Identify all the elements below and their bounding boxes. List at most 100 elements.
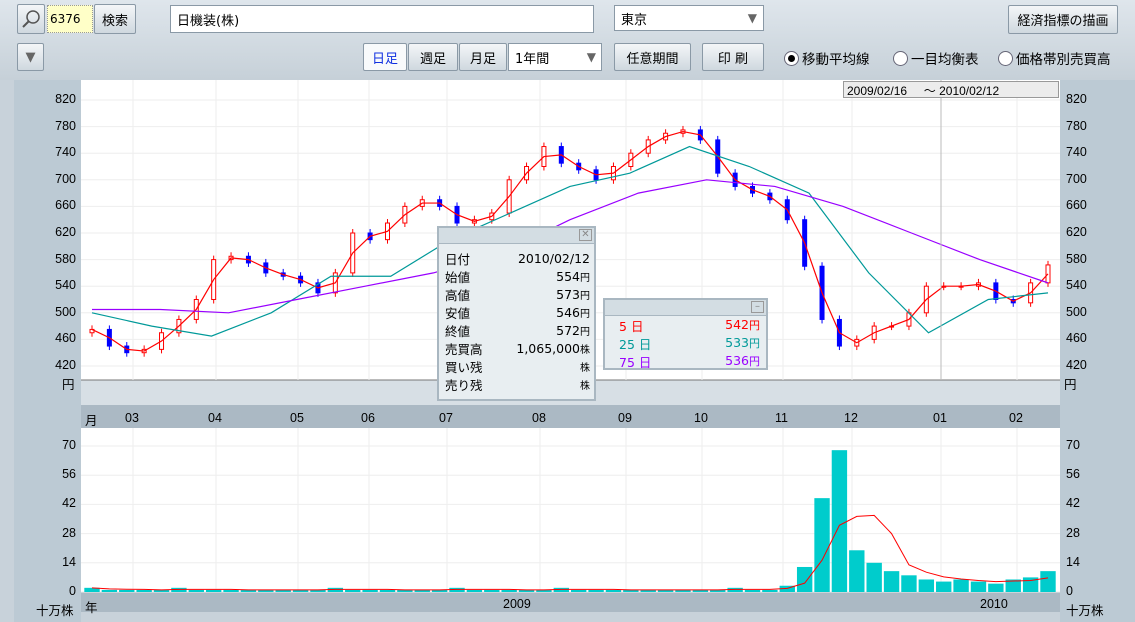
month-tick-label: 06 (361, 411, 375, 425)
volume-bar (866, 562, 882, 592)
month-tick-label: 02 (1009, 411, 1023, 425)
price-unit-right: 円 (1064, 378, 1077, 392)
range-value: 1年間 (515, 51, 550, 67)
volume-bar (258, 589, 274, 592)
ma-value: 536 (725, 353, 749, 368)
volume-bar (588, 589, 604, 592)
info-key: 売買高 (445, 341, 483, 357)
volume-bar (657, 589, 674, 592)
price-tick-left: 700 (55, 171, 76, 186)
search-icon-button[interactable] (17, 4, 45, 34)
price-tick-left: 500 (55, 304, 76, 319)
info-value: 1,065,000 (516, 340, 580, 356)
volume-tick-right: 14 (1066, 554, 1080, 569)
price-tick-right: 500 (1066, 304, 1087, 319)
volume-unit-left: 十万株 (36, 604, 74, 618)
radio-moving-average[interactable]: 移動平均線 (784, 48, 870, 68)
volume-tick-right: 42 (1066, 496, 1080, 511)
radio-label: 移動平均線 (802, 52, 870, 68)
volume-bar (762, 589, 778, 592)
radio-ichimoku[interactable]: 一目均衡表 (893, 48, 979, 68)
triangle-down-icon: ▼ (25, 49, 36, 65)
volume-bar (779, 585, 795, 592)
price-tick-left: 540 (55, 278, 76, 293)
range-sep: ～ (923, 84, 936, 98)
radio-circle (998, 50, 1013, 66)
volume-bar (953, 579, 969, 592)
volume-bar (119, 589, 135, 592)
volume-bar (744, 589, 761, 592)
volume-bar (153, 589, 170, 592)
volume-bar (136, 589, 152, 592)
stock-code-input[interactable]: 6376 (47, 5, 93, 33)
ma-yen: 円 (749, 337, 760, 350)
market-value: 東京 (621, 12, 648, 28)
ma-row: 25 日 533円 (605, 334, 766, 352)
company-name-field[interactable]: 日機装(株) (170, 5, 594, 33)
volume-bar (988, 583, 1004, 592)
info-unit: 円 (580, 326, 590, 338)
ma-row: 5 日 542円 (605, 316, 766, 334)
chevron-down-icon: ▼ (586, 50, 596, 64)
info-unit: 円 (580, 290, 590, 302)
price-tick-left: 660 (55, 198, 76, 213)
price-tick-right: 620 (1066, 225, 1087, 239)
menu-dropdown-button[interactable]: ▼ (17, 43, 44, 71)
volume-bar (623, 589, 639, 592)
volume-tick-left: 70 (62, 438, 76, 452)
volume-bar (831, 450, 848, 592)
info-value: 2010/02/12 (517, 250, 590, 266)
volume-bar (571, 589, 587, 592)
range-select[interactable]: 1年間 ▼ (508, 43, 602, 71)
econ-indicator-button[interactable]: 経済指標の描画 (1008, 5, 1118, 34)
volume-bar (536, 589, 552, 592)
volume-bar (449, 587, 465, 592)
range-to: 2010/02/12 (939, 84, 1000, 98)
price-tick-left: 420 (55, 358, 76, 372)
magnifier-icon (22, 10, 40, 28)
ma-days: 75 (619, 354, 635, 370)
year-tick-label: 2009 (503, 597, 531, 611)
ma-day-unit: 日 (630, 318, 644, 334)
price-tick-right: 580 (1066, 251, 1087, 266)
search-button[interactable]: 検索 (94, 4, 136, 34)
ma-value: 542 (725, 317, 749, 332)
tab-weekly[interactable]: 週足 (408, 43, 458, 71)
custom-period-button[interactable]: 任意期間 (614, 43, 691, 71)
year-axis-bar (81, 592, 1060, 612)
date-range-box: 2009/02/16 ～ 2010/02/12 (843, 81, 1059, 98)
moving-average-panel: – 5 日 542円 25 日 533円 75 日 536円 (603, 298, 768, 370)
volume-bar (292, 589, 309, 592)
month-tick-label: 03 (125, 411, 139, 425)
price-tick-right: 420 (1066, 358, 1087, 372)
price-tick-right: 820 (1066, 92, 1087, 106)
radio-volume-profile[interactable]: 価格帯別売買高 (998, 48, 1111, 68)
volume-bar (327, 587, 344, 592)
info-unit: 円 (580, 272, 590, 284)
info-key: 日付 (445, 251, 471, 267)
minimize-icon[interactable]: – (751, 301, 764, 313)
volume-bar (414, 589, 430, 592)
volume-bar (188, 589, 204, 592)
close-icon[interactable]: ✕ (579, 229, 592, 241)
market-select[interactable]: 東京 ▼ (614, 5, 764, 31)
ma75-line (92, 179, 1049, 314)
info-key: 高値 (445, 287, 471, 303)
price-tick-right: 740 (1066, 145, 1087, 160)
tab-monthly[interactable]: 月足 (459, 43, 507, 71)
volume-tick-right: 56 (1066, 467, 1080, 482)
volume-bar (223, 589, 239, 592)
print-button[interactable]: 印 刷 (702, 43, 764, 71)
volume-bar (275, 589, 291, 592)
volume-bar (171, 587, 187, 592)
ma5-line (91, 130, 1049, 352)
info-row: 売り残 株 (439, 375, 594, 393)
price-tick-right: 660 (1066, 198, 1087, 213)
info-row: 始値 554円 (439, 267, 594, 285)
info-unit: 株 (580, 380, 590, 392)
ma-row: 75 日 536円 (605, 352, 766, 370)
ma-yen: 円 (749, 319, 760, 332)
tab-daily[interactable]: 日足 (363, 43, 407, 71)
info-row: 安値 546円 (439, 303, 594, 321)
ma25-line (91, 145, 1049, 337)
